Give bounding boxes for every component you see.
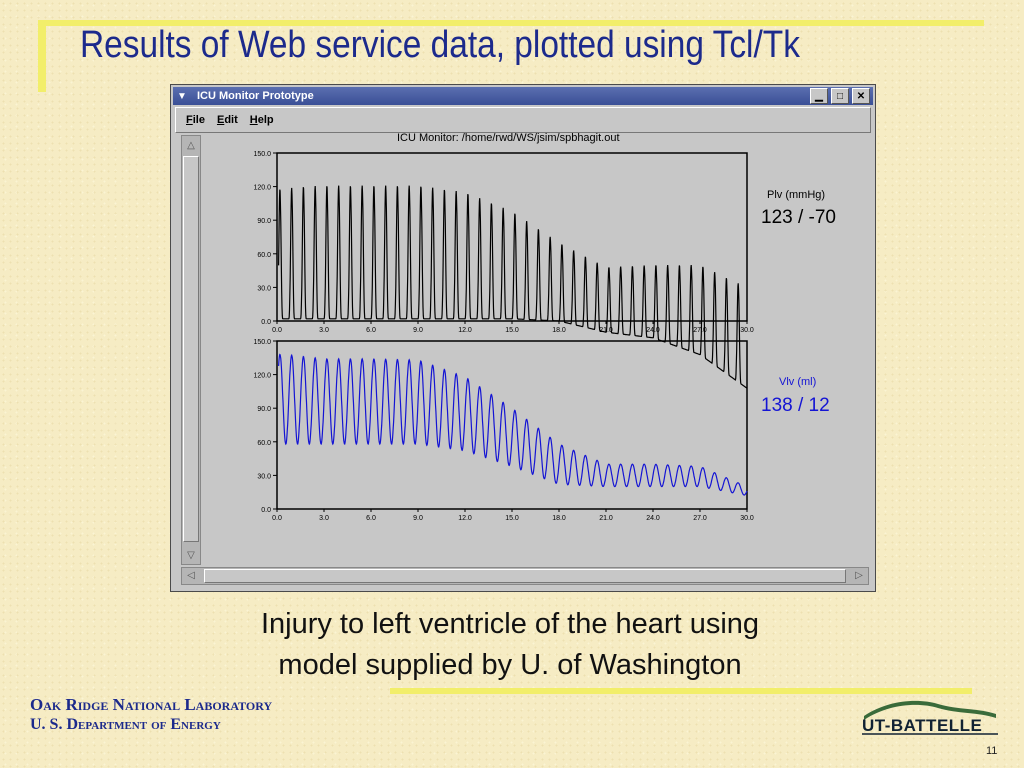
x-tick-label: 18.0 xyxy=(552,515,566,522)
y-tick-label: 150.0 xyxy=(253,151,271,158)
caption-highlight-bar xyxy=(390,688,972,694)
x-tick-label: 6.0 xyxy=(366,515,376,522)
scroll-right-icon[interactable]: ▷ xyxy=(855,569,863,581)
vertical-scrollbar[interactable]: △ ▽ xyxy=(181,135,201,565)
series-line xyxy=(278,353,748,496)
series-line xyxy=(278,185,748,389)
y-tick-label: 60.0 xyxy=(257,252,271,259)
org-department: U. S. Department of Energy xyxy=(30,716,221,733)
y-tick-label: 0.0 xyxy=(261,507,271,514)
plot-title: ICU Monitor: /home/rwd/WS/jsim/spbhagit.… xyxy=(397,132,620,144)
x-tick-label: 12.0 xyxy=(458,327,472,334)
plv-label: Plv (mmHg) xyxy=(767,189,826,201)
window-titlebar[interactable]: ▼ ICU Monitor Prototype ▁ □ ✕ xyxy=(173,87,873,105)
caption-line-1: Injury to left ventricle of the heart us… xyxy=(260,608,760,640)
x-tick-label: 24.0 xyxy=(646,327,660,334)
logo-text: UT-BATTELLE xyxy=(862,716,983,735)
menu-file[interactable]: File xyxy=(186,114,205,126)
scroll-left-icon[interactable]: ◁ xyxy=(187,569,195,581)
slide-title: Results of Web service data, plotted usi… xyxy=(80,24,800,66)
y-tick-label: 0.0 xyxy=(261,319,271,326)
icu-monitor-window: ▼ ICU Monitor Prototype ▁ □ ✕ File Edit … xyxy=(170,84,876,592)
x-tick-label: 0.0 xyxy=(272,327,282,334)
y-tick-label: 120.0 xyxy=(253,185,271,192)
menubar: File Edit Help xyxy=(175,107,871,133)
org-name: Oak Ridge National Laboratory xyxy=(30,695,273,714)
x-tick-label: 27.0 xyxy=(693,327,707,334)
vlv-value: 138 / 12 xyxy=(761,395,830,416)
vlv-label: Vlv (ml) xyxy=(779,376,817,388)
minimize-icon[interactable]: ▁ xyxy=(810,88,828,104)
x-tick-label: 3.0 xyxy=(319,515,329,522)
x-tick-label: 18.0 xyxy=(552,327,566,334)
horizontal-scrollbar[interactable]: ◁ ▷ xyxy=(181,567,869,585)
x-tick-label: 30.0 xyxy=(740,515,754,522)
menu-help[interactable]: Help xyxy=(249,114,274,126)
y-tick-label: 90.0 xyxy=(257,406,271,413)
y-tick-label: 150.0 xyxy=(253,339,271,346)
plot-frame xyxy=(276,340,748,510)
y-tick-label: 60.0 xyxy=(257,440,271,447)
ut-battelle-logo xyxy=(862,700,998,735)
y-tick-label: 30.0 xyxy=(257,473,271,480)
x-tick-label: 6.0 xyxy=(366,327,376,334)
menu-edit[interactable]: Edit xyxy=(216,114,238,126)
caption-line-2: model supplied by U. of Washington xyxy=(278,649,742,681)
x-tick-label: 24.0 xyxy=(646,515,660,522)
title-highlight-bar xyxy=(38,20,984,26)
x-tick-label: 9.0 xyxy=(413,515,423,522)
y-tick-label: 120.0 xyxy=(253,373,271,380)
page-number: 11 xyxy=(986,745,998,757)
y-tick-label: 30.0 xyxy=(257,285,271,292)
x-tick-label: 21.0 xyxy=(599,515,613,522)
plot-frame xyxy=(276,152,748,322)
x-tick-label: 3.0 xyxy=(319,327,329,334)
vertical-scroll-thumb[interactable] xyxy=(183,156,199,542)
plv-value: 123 / -70 xyxy=(761,207,836,228)
x-tick-label: 9.0 xyxy=(413,327,423,334)
close-icon[interactable]: ✕ xyxy=(852,88,870,104)
x-tick-label: 27.0 xyxy=(693,515,707,522)
title-highlight-side xyxy=(38,26,46,92)
x-tick-label: 12.0 xyxy=(458,515,472,522)
window-menu-icon[interactable]: ▼ xyxy=(177,90,187,102)
x-tick-label: 15.0 xyxy=(505,515,519,522)
x-tick-label: 15.0 xyxy=(505,327,519,334)
horizontal-scroll-thumb[interactable] xyxy=(204,569,846,583)
scroll-down-icon[interactable]: ▽ xyxy=(187,549,195,561)
y-tick-label: 90.0 xyxy=(257,218,271,225)
x-tick-label: 0.0 xyxy=(272,515,282,522)
scroll-up-icon[interactable]: △ xyxy=(187,139,195,151)
maximize-icon[interactable]: □ xyxy=(831,88,849,104)
window-title: ICU Monitor Prototype xyxy=(197,90,314,102)
x-tick-label: 30.0 xyxy=(740,327,754,334)
slide-caption: Injury to left ventricle of the heart us… xyxy=(150,604,870,686)
